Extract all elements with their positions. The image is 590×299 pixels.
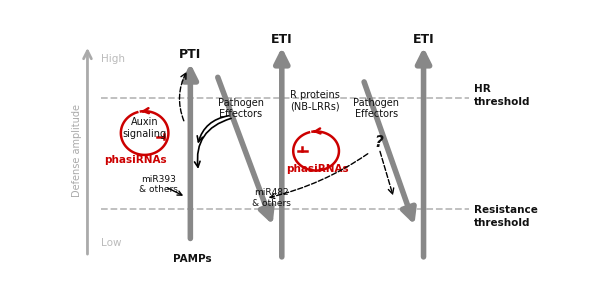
- Text: Resistance
threshold: Resistance threshold: [474, 205, 537, 228]
- Text: miR482
& others: miR482 & others: [252, 188, 291, 208]
- Text: ?: ?: [375, 135, 384, 150]
- Text: Pathogen
Effectors: Pathogen Effectors: [218, 97, 264, 119]
- Text: Defense amplitude: Defense amplitude: [73, 104, 83, 198]
- Text: phasiRNAs: phasiRNAs: [104, 155, 167, 165]
- Text: PTI: PTI: [179, 48, 201, 61]
- Text: HR
threshold: HR threshold: [474, 84, 530, 107]
- Text: PAMPs: PAMPs: [173, 254, 212, 264]
- Text: R proteins
(NB-LRRs): R proteins (NB-LRRs): [290, 89, 340, 111]
- Text: Auxin
signaling: Auxin signaling: [123, 117, 167, 139]
- Text: phasiRNAs: phasiRNAs: [286, 164, 348, 174]
- Text: Low: Low: [101, 238, 122, 248]
- Text: Pathogen
Effectors: Pathogen Effectors: [353, 97, 399, 119]
- Text: High: High: [101, 54, 125, 64]
- Text: ETI: ETI: [413, 33, 434, 46]
- Text: miR393
& others: miR393 & others: [139, 175, 178, 194]
- Text: ETI: ETI: [271, 33, 293, 46]
